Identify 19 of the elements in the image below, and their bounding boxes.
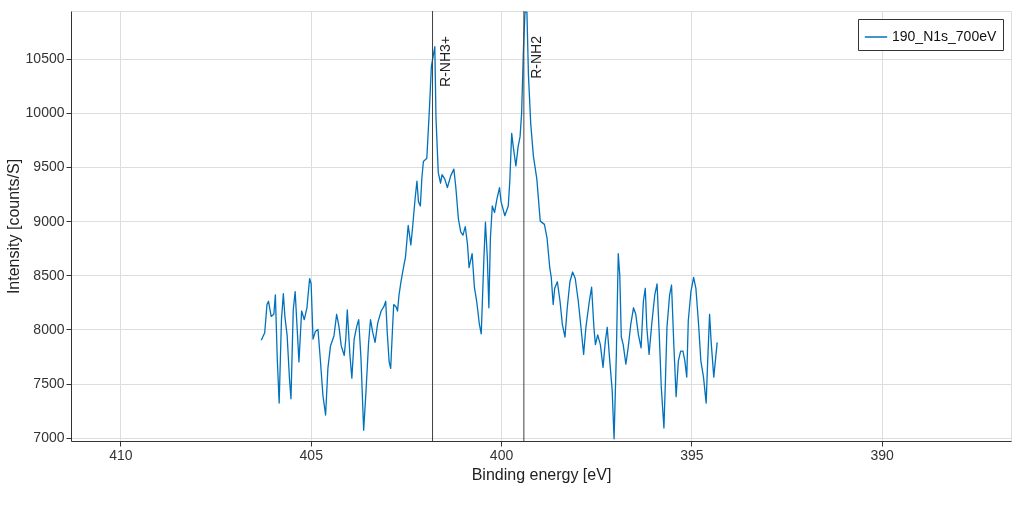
y-tick-label: 10500 <box>25 50 65 67</box>
legend-label: 190_N1s_700eV <box>892 28 997 44</box>
y-tick-label: 8000 <box>33 320 65 337</box>
ref-line-label: R-NH3+ <box>436 36 453 87</box>
x-tick-label: 390 <box>870 446 894 463</box>
y-tick-label: 9500 <box>33 158 65 175</box>
y-tick-label: 9000 <box>33 212 65 229</box>
x-tick-label: 400 <box>489 446 514 463</box>
line-series <box>260 11 718 440</box>
y-tick-label: 10000 <box>25 104 65 121</box>
y-tick-label: 7500 <box>33 375 65 392</box>
y-axis-title: Intensity [counts/S] <box>4 158 22 295</box>
x-axis-title: Binding energy [eV] <box>471 465 612 483</box>
x-tick-label: 410 <box>109 446 133 463</box>
y-tick-label: 7000 <box>33 429 65 446</box>
x-tick-label: 405 <box>299 446 324 463</box>
x-tick-label: 395 <box>680 446 704 463</box>
y-tick-label: 8500 <box>33 266 65 283</box>
ref-line-label: R-NH2 <box>527 35 544 79</box>
